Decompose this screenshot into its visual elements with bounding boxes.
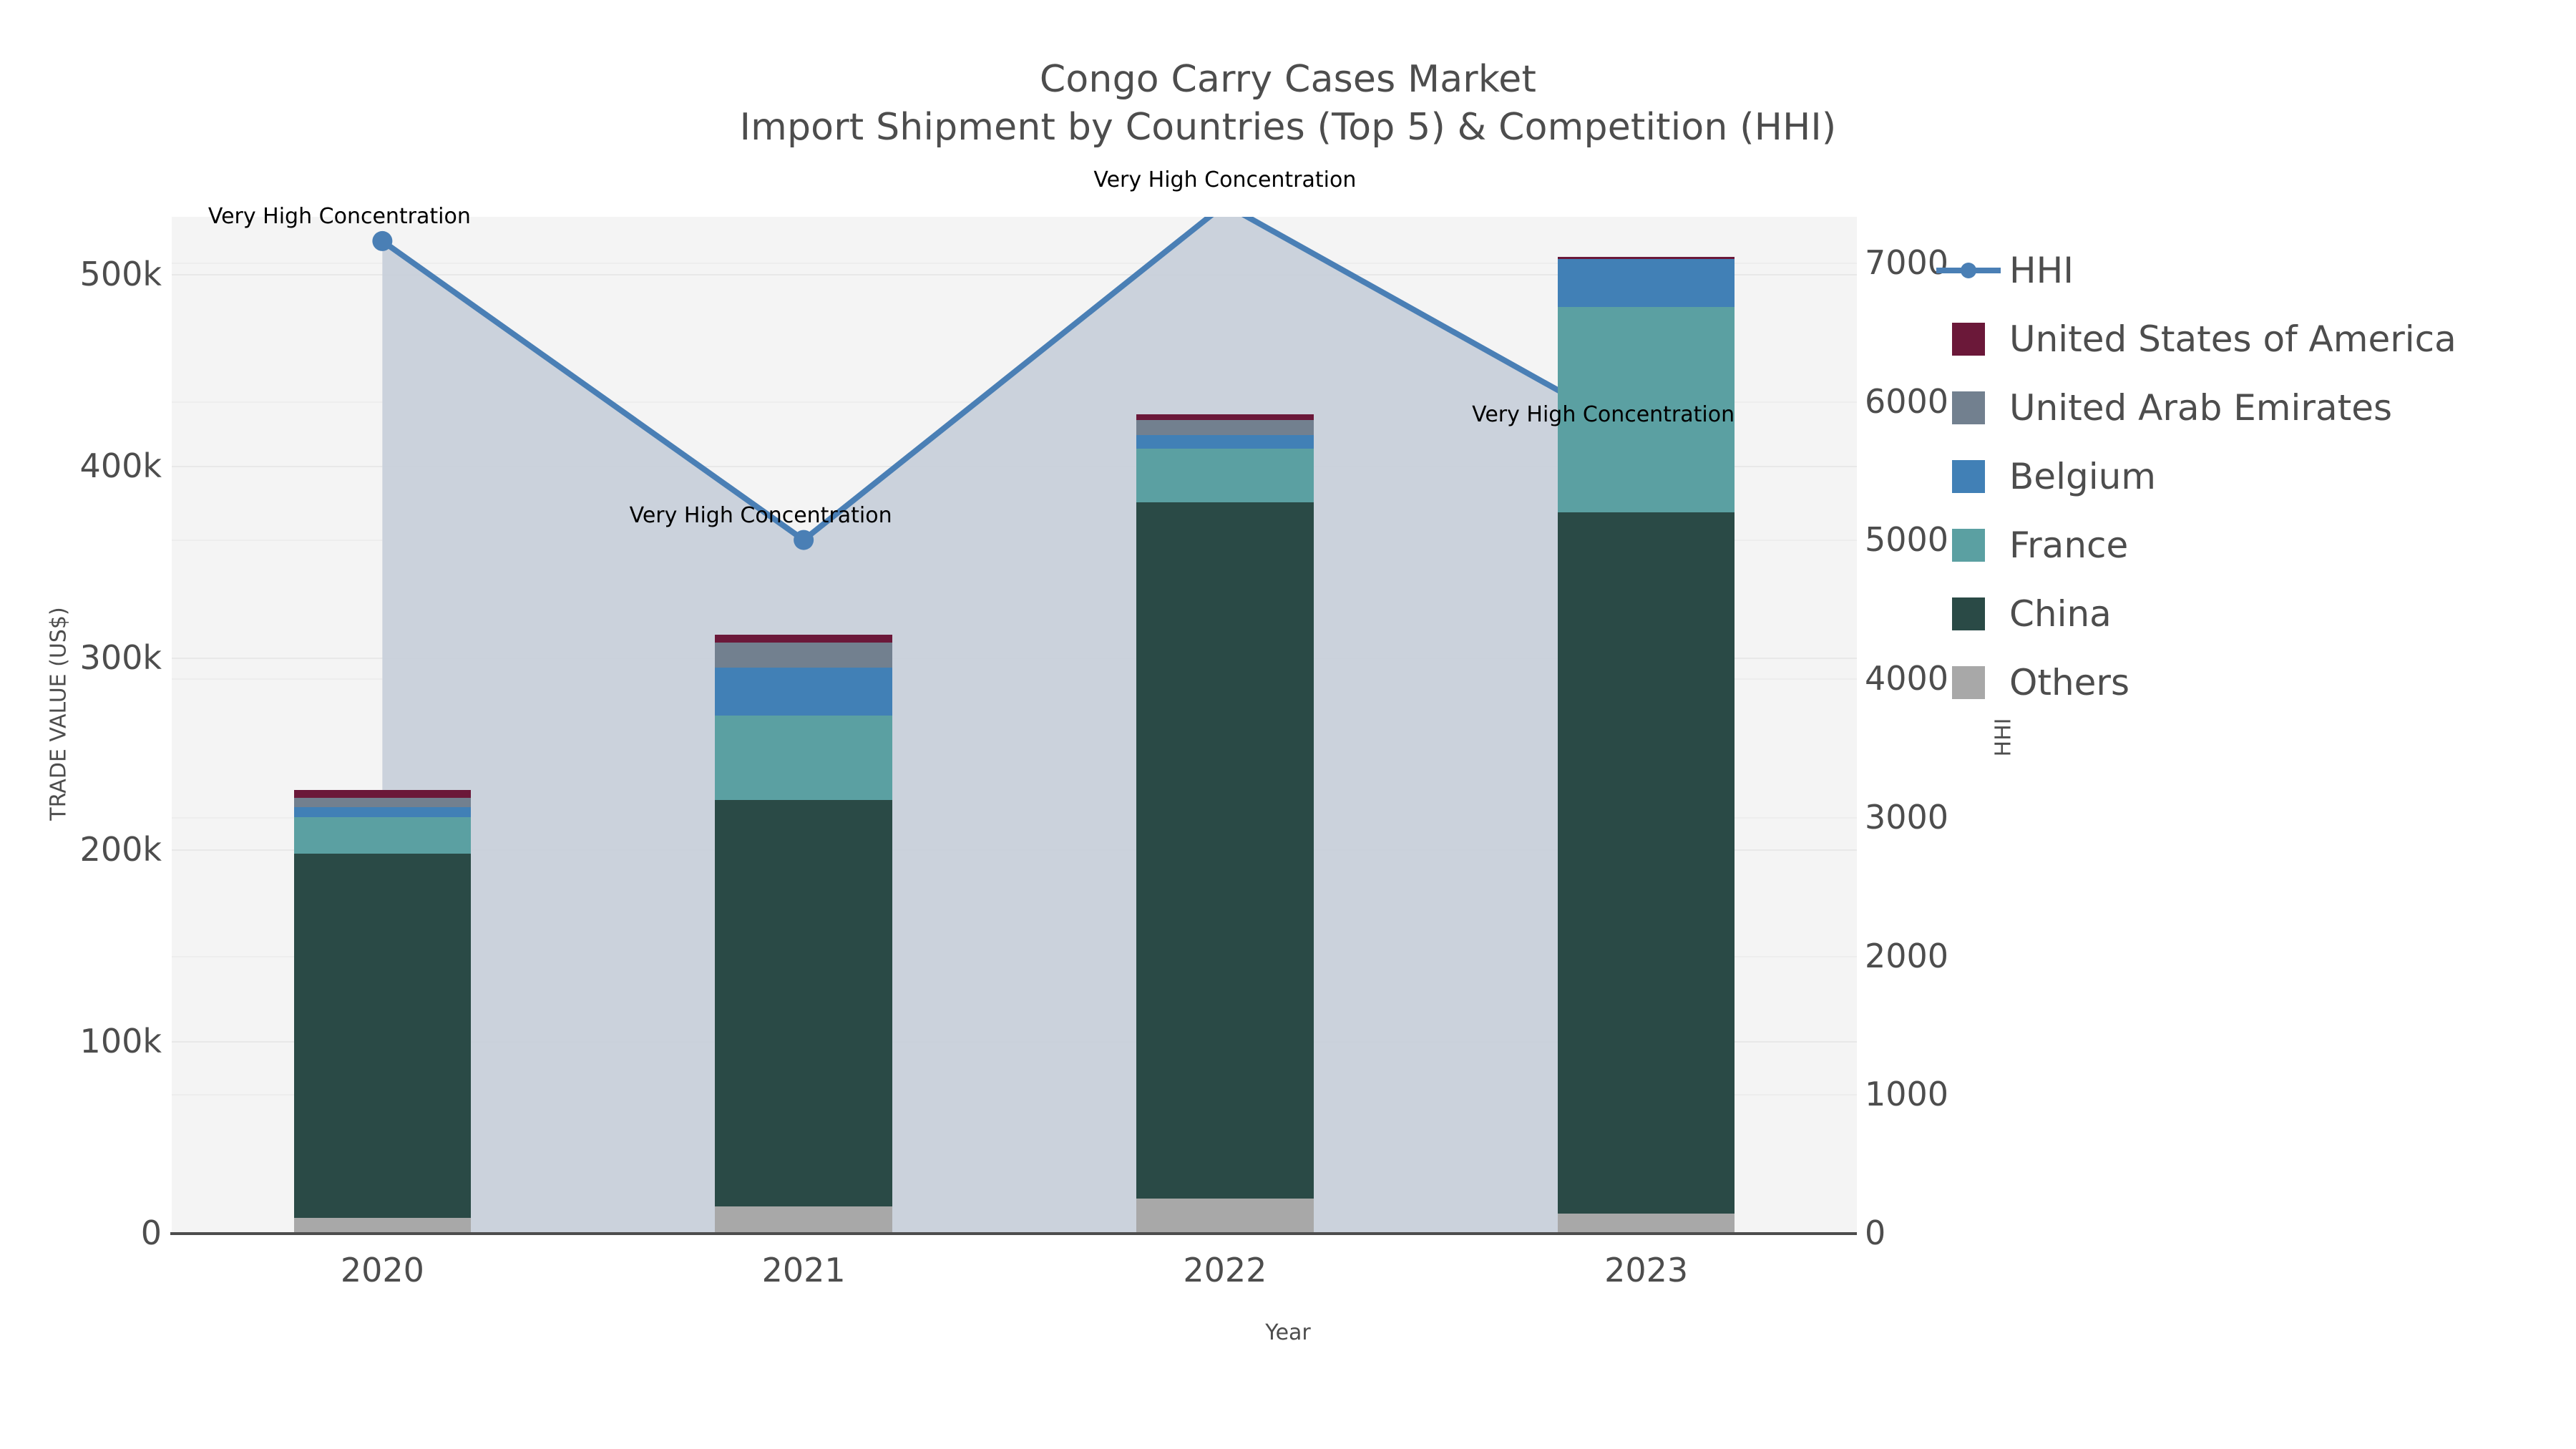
bar-stack[interactable]: [715, 635, 892, 1233]
bar-segment[interactable]: [293, 790, 471, 798]
chart-title: Congo Carry Cases Market Import Shipment…: [0, 56, 2576, 151]
y-axis-left-tick-label: 100k: [79, 1022, 162, 1061]
bar-segment[interactable]: [715, 642, 892, 668]
legend-item-hhi[interactable]: HHI: [1936, 236, 2552, 305]
concentration-annotation: Very High Concentration: [208, 203, 471, 229]
legend-item-label: Belgium: [2009, 456, 2156, 497]
y-axis-right-tick-label: 4000: [1865, 659, 1949, 698]
legend-color-swatch: [1952, 666, 1985, 699]
hhi-markers: [372, 230, 1657, 550]
legend-item-united-arab-emirates[interactable]: United Arab Emirates: [1936, 374, 2552, 442]
legend-line-swatch: [1936, 254, 2001, 287]
plot-inner: [172, 217, 1857, 1233]
y-axis-left-tick-label: 300k: [79, 638, 162, 678]
y-axis-right-tick-label: 0: [1865, 1214, 1886, 1252]
y-axis-right-tick-label: 7000: [1865, 243, 1949, 282]
bar-segment[interactable]: [293, 816, 471, 854]
bar-segment[interactable]: [293, 853, 471, 1218]
y-axis-left-tick-label: 500k: [79, 255, 162, 294]
bar-stack[interactable]: [293, 790, 471, 1233]
concentration-annotation: Very High Concentration: [1093, 167, 1357, 192]
bar-segment[interactable]: [715, 635, 892, 643]
bar-segment[interactable]: [1136, 449, 1314, 503]
chart-title-line-1: Congo Carry Cases Market: [1039, 58, 1537, 101]
concentration-annotation: Very High Concentration: [629, 502, 892, 528]
y-axis-right-tick-label: 5000: [1865, 520, 1949, 560]
legend-color-swatch: [1952, 323, 1985, 356]
plot-area: [172, 217, 1857, 1233]
hhi-line: [379, 217, 1649, 543]
legend-item-united-states-of-america[interactable]: United States of America: [1936, 305, 2552, 374]
y-axis-left-tick-label: 200k: [79, 830, 162, 869]
hhi-area-fill: [382, 217, 1646, 1233]
legend-item-label: Others: [2009, 662, 2130, 703]
bar-segment[interactable]: [715, 1206, 892, 1233]
bar-stack[interactable]: [1557, 257, 1735, 1233]
legend-item-label: United Arab Emirates: [2009, 387, 2393, 429]
bar-segment[interactable]: [1557, 1214, 1735, 1233]
bar-segment[interactable]: [1136, 1198, 1314, 1233]
bar-segment[interactable]: [1136, 502, 1314, 1199]
legend-color-swatch: [1952, 391, 1985, 424]
legend-item-belgium[interactable]: Belgium: [1936, 442, 2552, 511]
y-axis-right-tick-label: 2000: [1865, 936, 1949, 975]
legend-item-france[interactable]: France: [1936, 511, 2552, 580]
chart-title-line-2: Import Shipment by Countries (Top 5) & C…: [739, 105, 1837, 149]
y-axis-right-tick-label: 3000: [1865, 797, 1949, 836]
bar-stack[interactable]: [1136, 414, 1314, 1233]
bar-segment[interactable]: [1557, 258, 1735, 307]
bar-segment[interactable]: [293, 797, 471, 808]
concentration-annotation: Very High Concentration: [1472, 402, 1735, 428]
x-axis-line: [172, 1232, 1857, 1235]
legend-color-swatch: [1952, 597, 1985, 630]
y-axis-left-title: TRADE VALUE (US$): [46, 607, 72, 821]
legend-item-label: United States of America: [2009, 318, 2457, 360]
y-axis-right-tick-label: 6000: [1865, 381, 1949, 421]
legend-item-label: China: [2009, 593, 2112, 635]
y-axis-zero-tick: [170, 1232, 256, 1235]
legend-item-others[interactable]: Others: [1936, 648, 2552, 717]
legend-color-swatch: [1952, 529, 1985, 562]
bar-segment[interactable]: [1136, 420, 1314, 436]
y-axis-left-tick-label: 400k: [79, 447, 162, 486]
legend-color-swatch: [1952, 460, 1985, 493]
x-axis-tick-label: 2021: [761, 1251, 846, 1289]
bar-segment[interactable]: [1136, 435, 1314, 449]
bar-segment[interactable]: [293, 807, 471, 817]
chart-legend: HHI United States of America United Arab E…: [1936, 236, 2552, 717]
legend-item-label: France: [2009, 525, 2129, 566]
y-axis-left-tick-label: 0: [140, 1214, 162, 1252]
bar-segment[interactable]: [715, 799, 892, 1206]
bar-segment[interactable]: [715, 667, 892, 716]
bar-segment[interactable]: [715, 715, 892, 800]
bar-segment[interactable]: [1557, 257, 1735, 259]
legend-line-marker: [1961, 263, 1976, 278]
bar-segment[interactable]: [1557, 306, 1735, 512]
y-axis-right-tick-label: 1000: [1865, 1075, 1949, 1114]
legend-item-label: HHI: [2009, 250, 2074, 291]
x-axis-tick-label: 2022: [1183, 1251, 1267, 1289]
bar-segment[interactable]: [1557, 512, 1735, 1214]
x-axis-title: Year: [1265, 1320, 1311, 1345]
hhi-marker[interactable]: [372, 230, 393, 251]
bar-segment[interactable]: [1136, 414, 1314, 420]
x-axis-tick-label: 2023: [1604, 1251, 1689, 1289]
bar-segment[interactable]: [293, 1217, 471, 1233]
x-axis-tick-label: 2020: [340, 1251, 424, 1289]
legend-item-china[interactable]: China: [1936, 580, 2552, 648]
